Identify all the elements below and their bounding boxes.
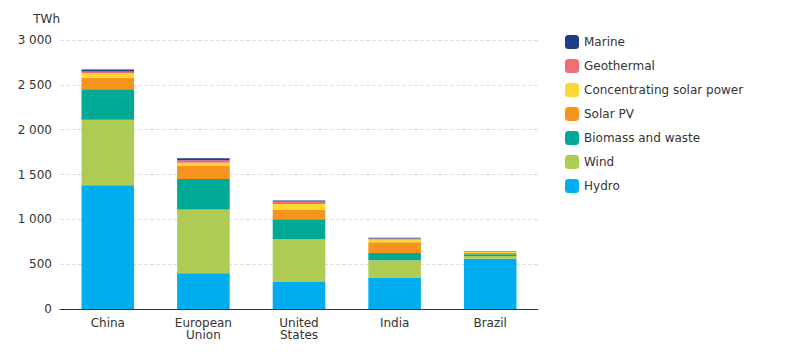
svg-text:Brazil: Brazil xyxy=(473,316,507,330)
svg-text:1 500: 1 500 xyxy=(18,168,52,182)
svg-text:500: 500 xyxy=(29,257,52,271)
svg-text:1 000: 1 000 xyxy=(18,212,52,226)
svg-text:Biomass and waste: Biomass and waste xyxy=(584,131,700,145)
svg-text:China: China xyxy=(91,316,125,330)
svg-text:TWh: TWh xyxy=(32,12,60,26)
svg-text:Hydro: Hydro xyxy=(584,179,620,193)
svg-text:Union: Union xyxy=(186,328,221,342)
svg-text:0: 0 xyxy=(44,302,52,316)
svg-text:Wind: Wind xyxy=(584,155,614,169)
svg-text:India: India xyxy=(380,316,409,330)
svg-text:Solar PV: Solar PV xyxy=(584,107,635,121)
svg-text:States: States xyxy=(280,328,318,342)
svg-text:United: United xyxy=(279,316,319,330)
svg-text:Geothermal: Geothermal xyxy=(584,59,655,73)
svg-text:2 000: 2 000 xyxy=(18,123,52,137)
svg-text:3 000: 3 000 xyxy=(18,33,52,47)
svg-text:European: European xyxy=(174,316,232,330)
svg-text:2 500: 2 500 xyxy=(18,78,52,92)
svg-text:Concentrating solar power: Concentrating solar power xyxy=(584,83,743,97)
svg-text:Marine: Marine xyxy=(584,35,625,49)
